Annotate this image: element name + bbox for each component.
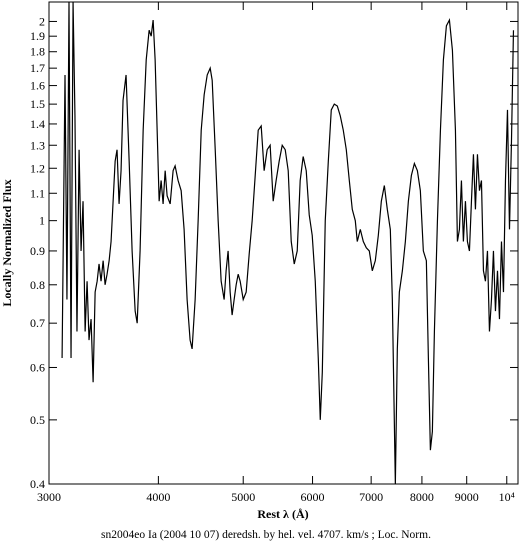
y-tick-label: 1 bbox=[39, 214, 45, 228]
y-tick-label: 1.3 bbox=[30, 138, 45, 152]
caption: sn2004eo Ia (2004 10 07) deredsh. by hel… bbox=[101, 529, 431, 541]
plot-frame bbox=[48, 1, 519, 485]
y-tick-label: 0.5 bbox=[30, 413, 45, 427]
y-tick-label: 0.6 bbox=[30, 360, 45, 374]
plot-layer: 0.4 0.5 0.6 0.7 0.8 0.9 1 1.1 1.2 1.3 1.4 1.5 1.6 1.7… bbox=[30, 2, 518, 504]
y-tick-label: 2 bbox=[39, 14, 45, 28]
y-tick-label: 0.8 bbox=[30, 278, 45, 292]
y-tick-label: 1.5 bbox=[30, 97, 45, 111]
x-tick-label: 9000 bbox=[455, 490, 479, 504]
x-tick-label: 8000 bbox=[410, 490, 434, 504]
y-tick-label: 1.1 bbox=[30, 186, 45, 200]
y-tick-label: 1.7 bbox=[30, 61, 45, 75]
x-axis-label: Rest λ (Å) bbox=[257, 507, 308, 521]
x-tick-label: 10⁴ bbox=[499, 490, 515, 504]
y-tick-label: 1.8 bbox=[30, 45, 45, 59]
x-tick-label: 3000 bbox=[37, 490, 61, 504]
x-tick-label: 7000 bbox=[359, 490, 383, 504]
x-tick-label: 5000 bbox=[231, 490, 255, 504]
y-tick-label: 0.9 bbox=[30, 244, 45, 258]
y-tick-label: 1.2 bbox=[30, 161, 45, 175]
y-axis-label: Locally Normalized Flux bbox=[0, 179, 14, 306]
spectrum-line bbox=[61, 2, 515, 484]
y-tick-label: 0.7 bbox=[30, 316, 45, 330]
y-tick-label: 1.9 bbox=[30, 29, 45, 43]
x-tick-label: 6000 bbox=[301, 490, 325, 504]
y-tick-label: 1.4 bbox=[30, 117, 45, 131]
y-tick-label: 1.6 bbox=[30, 79, 45, 93]
x-tick-label: 4000 bbox=[146, 490, 170, 504]
y-tick-label: 0.4 bbox=[30, 477, 45, 491]
